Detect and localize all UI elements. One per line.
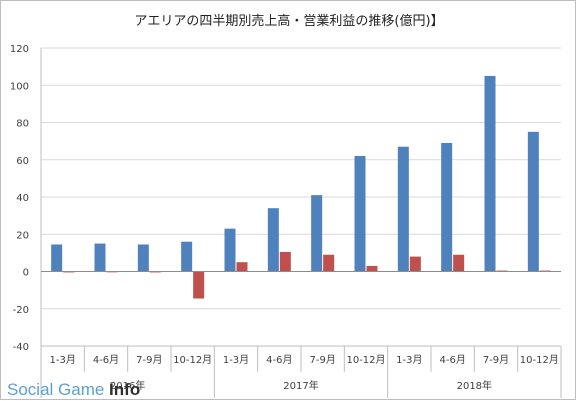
y-tick-label: 20	[16, 230, 29, 241]
x-tick-label: 10-12月	[520, 354, 559, 366]
bar-series-2	[409, 256, 421, 272]
y-tick-label: 100	[10, 81, 29, 92]
bar-series-2	[236, 262, 248, 272]
y-axis: -40 -20 0 20 40 60 80 100 120	[10, 44, 42, 353]
x-group-label: 2016年	[110, 379, 145, 392]
bar-series-1	[311, 195, 323, 272]
x-tick-label: 7-9月	[309, 354, 335, 366]
watermark-text-a: Social Game	[7, 380, 109, 399]
bar-series-2	[193, 271, 205, 299]
bars	[51, 75, 551, 299]
watermark-logo: Social Game Info	[7, 380, 140, 399]
bar-series-1	[267, 208, 279, 272]
x-tick-label: 7-9月	[136, 354, 162, 366]
bar-series-2	[323, 254, 335, 272]
watermark-text-b: Info	[109, 380, 140, 399]
bar-series-1	[51, 244, 63, 272]
y-tick-label: -40	[13, 342, 29, 353]
bar-series-2	[366, 265, 378, 272]
x-tick-label: 1-3月	[49, 354, 75, 366]
bar-series-1	[94, 243, 106, 272]
y-tick-label: 80	[16, 119, 29, 130]
x-axis: 1-3月 4-6月 7-9月 10-12月 1-3月 4-6月 7-9月 10-12月 1-3月…	[40, 271, 562, 398]
y-tick-label: -20	[13, 305, 29, 316]
bar-series-1	[354, 156, 366, 272]
y-tick-label: 120	[10, 44, 29, 55]
bar-series-1	[527, 131, 539, 272]
x-tick-label: 1-3月	[223, 354, 249, 366]
y-tick-label: 0	[23, 268, 29, 279]
bar-series-1	[137, 244, 149, 272]
x-tick-label: 4-6月	[439, 354, 465, 366]
bar-series-1	[441, 142, 453, 272]
gridlines	[41, 47, 561, 347]
bar-series-1	[484, 75, 496, 272]
chart-title: アエリアの四半期別売上高・営業利益の推移(億円)】	[134, 13, 443, 29]
x-tick-label: 1-3月	[396, 354, 422, 366]
bar-series-1	[181, 241, 193, 272]
bar-series-2	[453, 254, 465, 272]
x-tick-label: 7-9月	[483, 354, 509, 366]
x-tick-label: 10-12月	[346, 354, 385, 366]
x-group-label: 2017年	[283, 379, 318, 392]
svg-text:Social Game Info: Social Game Info	[7, 380, 140, 399]
x-group-label: 2018年	[457, 379, 492, 392]
bar-series-1	[397, 146, 409, 272]
x-tick-label: 4-6月	[93, 354, 119, 366]
x-tick-label: 4-6月	[266, 354, 292, 366]
y-tick-label: 60	[16, 156, 29, 167]
bar-series-1	[224, 228, 236, 272]
y-tick-label: 40	[16, 193, 29, 204]
bar-series-2	[279, 251, 291, 272]
x-tick-label: 10-12月	[173, 354, 212, 366]
